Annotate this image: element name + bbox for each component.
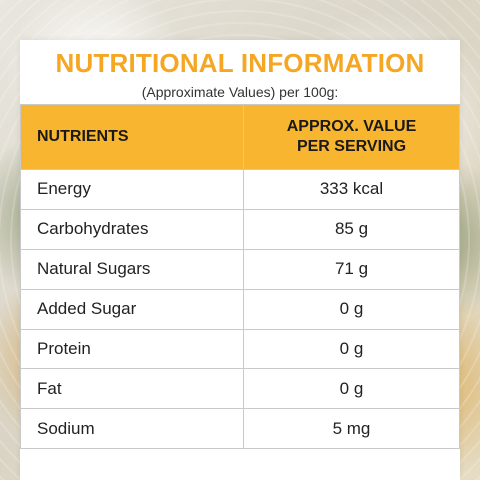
nutrition-table: NUTRIENTS APPROX. VALUE PER SERVING Ener… (20, 104, 460, 450)
nutrient-value: 0 g (243, 328, 460, 370)
nutrient-value: 0 g (243, 368, 460, 410)
nutrient-name: Natural Sugars (20, 248, 244, 290)
table-row: Fat 0 g (20, 368, 460, 410)
column-header-nutrients: NUTRIENTS (20, 104, 244, 170)
nutrient-value: 0 g (243, 288, 460, 330)
nutrient-name: Fat (20, 368, 244, 410)
table-row: Energy 333 kcal (20, 169, 460, 210)
table-row: Protein 0 g (20, 328, 460, 370)
page-title: NUTRITIONAL INFORMATION (55, 48, 425, 78)
nutrition-card: NUTRITIONAL INFORMATION (Approximate Val… (20, 40, 460, 480)
nutrient-name: Sodium (20, 408, 244, 450)
subtitle: (Approximate Values) per 100g: (141, 84, 339, 100)
nutrient-value: 71 g (243, 248, 460, 290)
table-row: Sodium 5 mg (20, 408, 460, 450)
table-row: Natural Sugars 71 g (20, 248, 460, 290)
nutrient-value: 333 kcal (243, 169, 460, 210)
column-header-value-line2: PER SERVING (296, 138, 407, 155)
table-header-row: NUTRIENTS APPROX. VALUE PER SERVING (20, 104, 460, 170)
nutrient-name: Protein (20, 328, 244, 370)
column-header-value-line1: APPROX. VALUE (286, 118, 417, 135)
nutrient-name: Added Sugar (20, 288, 244, 330)
nutrient-value: 5 mg (243, 408, 460, 450)
column-header-value: APPROX. VALUE PER SERVING (243, 104, 460, 170)
nutrient-name: Energy (20, 169, 244, 210)
nutrient-name: Carbohydrates (20, 208, 244, 250)
table-row: Added Sugar 0 g (20, 288, 460, 330)
nutrient-value: 85 g (243, 208, 460, 250)
table-row: Carbohydrates 85 g (20, 208, 460, 250)
